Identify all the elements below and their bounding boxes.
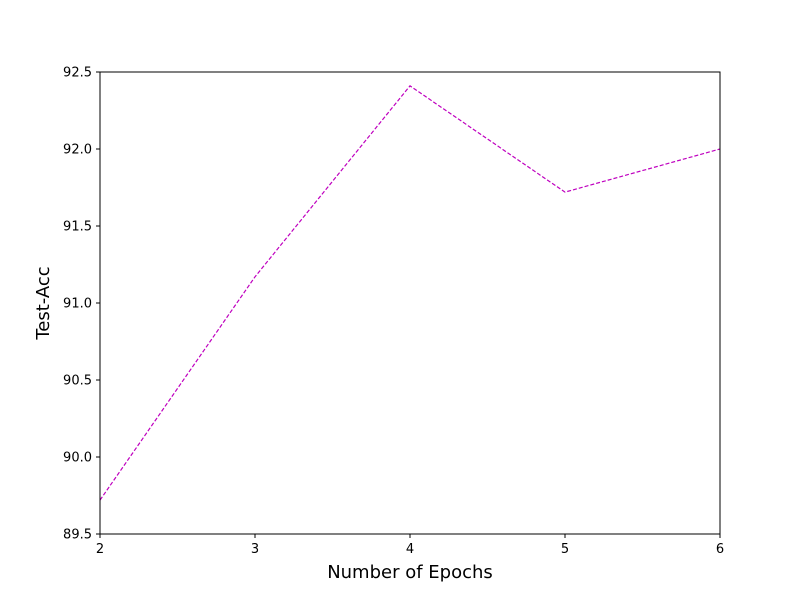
x-axis-label: Number of Epochs bbox=[327, 562, 493, 583]
y-tick-label: 92.0 bbox=[63, 143, 92, 158]
ticks-layer: 2 3 4 5 6 89.5 90.0 90.5 91.0 91.5 92.0 92.5 bbox=[63, 66, 724, 558]
y-tick-label: 90.0 bbox=[63, 451, 92, 466]
x-tick-label: 3 bbox=[251, 542, 259, 557]
x-tick-label: 4 bbox=[406, 542, 414, 557]
y-tick-label: 91.5 bbox=[63, 220, 92, 235]
x-tick-label: 2 bbox=[96, 542, 104, 557]
y-axis-label: Test-Acc bbox=[33, 266, 54, 340]
y-tick-label: 90.5 bbox=[63, 374, 92, 389]
plot-frame bbox=[99, 71, 721, 535]
y-tick-label: 91.0 bbox=[63, 297, 92, 312]
x-tick-label: 5 bbox=[561, 542, 569, 557]
series-line-0 bbox=[99, 85, 721, 501]
series-layer bbox=[99, 85, 721, 501]
y-tick-label: 89.5 bbox=[63, 528, 92, 543]
x-tick-label: 6 bbox=[716, 542, 724, 557]
y-tick-label: 92.5 bbox=[63, 66, 92, 81]
